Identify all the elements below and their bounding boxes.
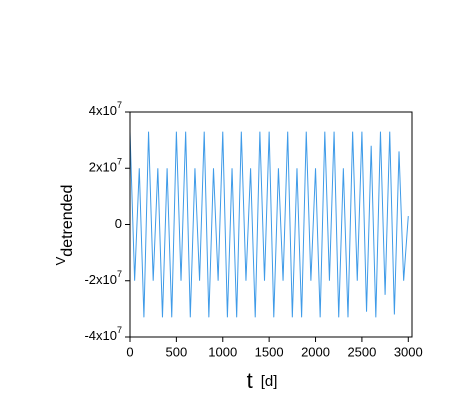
x-tick-label: 1500: [255, 344, 284, 359]
x-tick-label: 2500: [347, 344, 376, 359]
y-tick-label-exponent: 7: [117, 269, 122, 279]
y-tick-label: -4x107: [84, 325, 122, 343]
y-tick-label-base: -2x10: [84, 272, 117, 287]
x-tick-label: 1000: [208, 344, 237, 359]
y-tick-label: -2x107: [84, 269, 122, 287]
y-tick-label-exponent: 7: [117, 100, 122, 110]
y-tick-label: 4x107: [89, 100, 122, 118]
y-tick-label: 2x107: [89, 157, 122, 175]
x-tick-label: 0: [126, 344, 133, 359]
y-axis-label: Vdetrended: [53, 185, 76, 266]
y-tick-label-exponent: 7: [117, 157, 122, 167]
y-tick-label: 0: [115, 216, 122, 231]
x-axis-label: t [d]: [247, 368, 278, 393]
x-axis-label-main: t: [247, 368, 253, 393]
y-tick-label-base: 4x10: [89, 103, 117, 118]
y-tick-label-base: -4x10: [84, 328, 117, 343]
x-tick-label: 3000: [394, 344, 423, 359]
x-tick-label: 2000: [301, 344, 330, 359]
y-tick-label-base: 2x10: [89, 160, 117, 175]
y-axis-label-subscript: detrended: [59, 185, 76, 257]
y-tick-label-exponent: 7: [117, 325, 122, 335]
y-axis-label-main: V: [53, 256, 68, 265]
x-tick-label: 500: [166, 344, 188, 359]
data-line: [129, 131, 409, 318]
x-axis-label-unit: [d]: [261, 373, 278, 390]
